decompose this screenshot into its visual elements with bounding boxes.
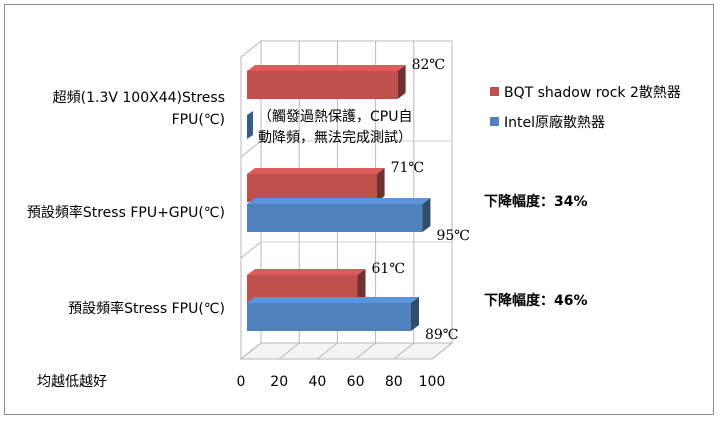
floor-gridline <box>317 342 338 360</box>
footnote: 均越低越好 <box>37 374 107 390</box>
floor-gridline <box>431 342 453 360</box>
bar-bqt-0-front <box>247 71 398 99</box>
bar-intel-1 <box>247 198 431 232</box>
bar-bqt-0 <box>247 65 406 99</box>
bar-intel-1-side <box>422 198 431 232</box>
legend-swatch <box>490 117 499 126</box>
annotation-text: （觸發過熱保護，CPU自 <box>258 109 412 125</box>
bar-intel-0-stub <box>247 111 253 139</box>
x-tick-label: 0 <box>237 374 246 390</box>
data-label: 95℃ <box>436 228 469 244</box>
floor-gridline <box>393 342 415 360</box>
bar-intel-2-top <box>247 297 419 303</box>
bar-bqt-1-side <box>376 168 385 202</box>
x-tick-label: 60 <box>347 374 365 390</box>
bar-intel-2-front <box>247 303 411 331</box>
category-label: FPU(℃) <box>172 112 225 128</box>
x-tick-label: 20 <box>270 374 288 390</box>
plot-floor <box>239 342 454 360</box>
category-label: 超頻(1.3V 100X44)Stress <box>53 90 225 106</box>
floor-gridline <box>278 342 300 360</box>
bar-intel-1-top <box>247 198 431 204</box>
legend-label: Intel原廠散熱器 <box>504 114 605 131</box>
bar-intel-2-side <box>410 297 419 331</box>
bar-intel-2 <box>247 297 419 331</box>
x-tick-label: 40 <box>308 374 326 390</box>
legend-label: BQT shadow rock 2散熱器 <box>504 85 681 101</box>
floor-gridline <box>240 342 262 360</box>
annotation-text: 動降頻，無法完成測試） <box>258 130 412 146</box>
data-label: 82℃ <box>412 57 445 73</box>
bar-bqt-1 <box>247 168 385 202</box>
data-label: 71℃ <box>391 160 424 176</box>
annotation-drop: 下降幅度：34% <box>484 193 588 210</box>
data-label: 61℃ <box>372 261 405 277</box>
data-label: 89℃ <box>425 327 458 343</box>
category-label: 預設頻率Stress FPU(℃) <box>68 300 225 317</box>
x-tick-label: 100 <box>419 374 446 390</box>
bar-bqt-0-top <box>247 65 406 71</box>
bar-bqt-2-side <box>357 269 366 303</box>
category-separator <box>240 140 262 158</box>
bar-bqt-1-top <box>247 168 385 174</box>
category-label: 預設頻率Stress FPU+GPU(℃) <box>27 204 225 221</box>
bar-bqt-2-top <box>247 269 366 275</box>
bar-bqt-0-side <box>397 65 406 99</box>
bar-intel-1-front <box>247 204 423 232</box>
annotation-drop: 下降幅度：46% <box>484 292 588 309</box>
bar-bqt-1-front <box>247 174 377 202</box>
x-tick-label: 80 <box>385 374 403 390</box>
floor-gridline <box>355 342 376 360</box>
category-separator <box>240 241 262 259</box>
legend-swatch <box>490 87 499 96</box>
